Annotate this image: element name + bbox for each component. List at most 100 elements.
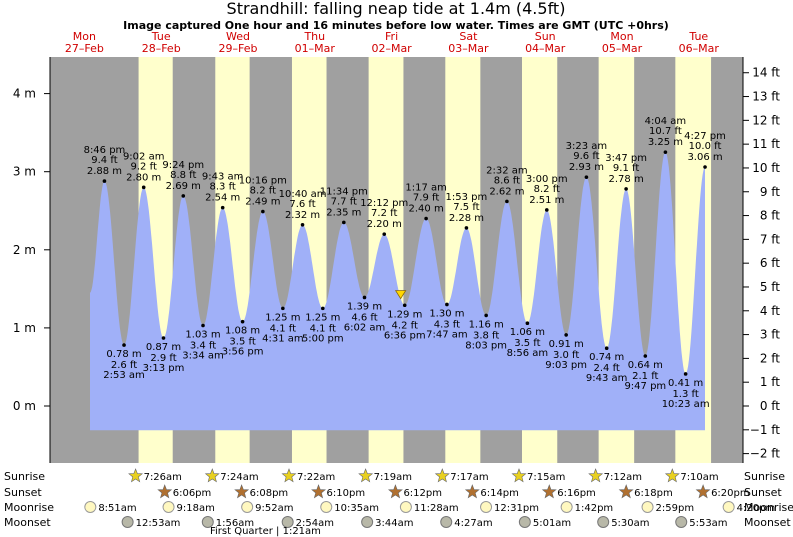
tide-m-label: 1.30 m	[429, 308, 464, 319]
tide-m-label: 2.40 m	[409, 204, 444, 215]
tide-time-label: 1:17 am	[405, 183, 447, 194]
tide-point	[161, 336, 166, 340]
moonset-time: 12:53am	[136, 518, 181, 529]
tide-m-label: 2.62 m	[489, 186, 524, 197]
left-axis: 4 m 3 m 2 m 1 m 0 m	[13, 57, 51, 463]
sunset-time: 6:12pm	[403, 488, 442, 499]
sunrise-time: 7:10am	[680, 472, 718, 483]
tide-ft-label: 7.9 ft	[413, 193, 439, 204]
plot-area	[50, 57, 743, 463]
right-tick-label: 10 ft	[752, 161, 780, 175]
tide-time-label: 11:34 pm	[320, 186, 368, 197]
left-tick-label: 4 m	[13, 87, 36, 101]
moonrise-time: 12:31pm	[494, 503, 539, 514]
tide-ft-label: 9.6 ft	[573, 151, 599, 162]
moonrise-icon	[480, 501, 493, 513]
tide-point	[424, 216, 428, 221]
tide-time-label: 3:00 pm	[526, 174, 568, 185]
day-name: Sat	[459, 30, 478, 43]
tide-point	[362, 295, 367, 300]
tide-point	[484, 313, 488, 318]
tide-m-label: 0.87 m	[146, 342, 181, 353]
tide-point	[261, 209, 265, 214]
sunset-row-label-right: Sunset	[744, 486, 782, 499]
day-date: 29–Feb	[219, 42, 258, 55]
moonrise-time: 11:28am	[414, 503, 459, 514]
right-tick-label: 11 ft	[752, 137, 780, 151]
left-tick-label: 0 m	[13, 399, 36, 413]
sunset-time: 6:08pm	[250, 488, 289, 499]
day-name: Wed	[226, 30, 250, 43]
day-date: 27–Feb	[65, 42, 104, 55]
moonrise-time: 2:59pm	[656, 503, 695, 514]
moonset-icon	[597, 516, 610, 528]
moonrise-icon	[84, 501, 97, 513]
day-date: 01–Mar	[295, 42, 336, 55]
moonrise-time: 4:20pm	[737, 503, 776, 514]
tide-ft-label: 4.2 ft	[392, 320, 418, 331]
tide-point	[624, 187, 628, 191]
tide-ft-label: 8.8 ft	[170, 170, 196, 181]
tide-m-label: 2.93 m	[569, 162, 604, 173]
sunrise-icon	[511, 468, 527, 483]
tide-point	[220, 205, 225, 210]
sunset-icon	[157, 484, 173, 499]
day-name: Thu	[303, 30, 325, 43]
sunrise-time: 7:12am	[604, 472, 642, 483]
tide-m-label: 1.16 m	[469, 319, 504, 330]
tide-time-label: 9:43 am	[202, 172, 244, 183]
tide-ft-label: 8.6 ft	[494, 175, 520, 186]
tide-point	[703, 165, 707, 169]
tide-ft-label: 4.3 ft	[434, 319, 460, 330]
tide-time-label: 5:00 pm	[302, 333, 344, 344]
tide-time-label: 3:23 am	[566, 141, 608, 152]
moonset-row-label-right: Moonset	[744, 516, 791, 529]
sunrise-time: 7:15am	[527, 472, 565, 483]
tide-ft-label: 3.5 ft	[514, 338, 540, 349]
tide-ft-label: 8.2 ft	[250, 186, 276, 197]
tide-m-label: 2.28 m	[449, 213, 484, 224]
tide-ft-label: 8.3 ft	[210, 182, 236, 193]
tide-point	[683, 372, 688, 376]
day-date: 02–Mar	[371, 42, 412, 55]
day-name: Fri	[385, 30, 398, 43]
sunrise-icon	[664, 468, 680, 483]
tide-ft-label: 2.4 ft	[594, 363, 620, 374]
moonrise-time: 10:35am	[334, 503, 379, 514]
moonrise-time: 9:52am	[255, 503, 293, 514]
right-tick-label: 12 ft	[752, 113, 780, 127]
tide-ft-label: 7.2 ft	[371, 208, 397, 219]
moon-phase-note: First Quarter | 1:21am	[210, 526, 321, 537]
tide-time-label: 10:40 am	[279, 189, 327, 200]
tide-time-label: 8:03 pm	[465, 340, 507, 351]
tide-ft-label: 3.5 ft	[229, 337, 255, 348]
tide-m-label: 1.08 m	[225, 326, 260, 337]
right-tick-label: 14 ft	[752, 66, 780, 80]
moonrise-row-label: Moonrise	[4, 501, 54, 514]
sunset-time: 6:10pm	[327, 488, 366, 499]
moonset-time: 5:30am	[611, 518, 649, 529]
moonrise-icon	[722, 501, 735, 513]
right-tick-label: 7 ft	[760, 232, 780, 246]
tide-time-label: 3:13 pm	[143, 363, 185, 374]
tide-ft-label: 9.2 ft	[131, 161, 157, 172]
tide-ft-label: 8.2 ft	[534, 184, 560, 195]
sunset-time: 6:18pm	[634, 488, 673, 499]
right-tick-label: 5 ft	[760, 280, 780, 294]
tide-ft-label: 7.6 ft	[289, 199, 315, 210]
tide-point	[402, 303, 407, 308]
tide-ft-label: 4.1 ft	[270, 323, 296, 334]
tide-point	[321, 306, 325, 311]
moonset-icon	[440, 516, 453, 528]
right-tick-label: 0 ft	[760, 399, 780, 413]
tide-point	[281, 306, 285, 311]
tide-ft-label: 2.9 ft	[150, 353, 176, 364]
tide-m-label: 3.06 m	[687, 152, 722, 163]
moonset-icon	[518, 516, 531, 528]
tide-m-label: 2.49 m	[245, 197, 280, 208]
tide-time-label: 3:34 am	[182, 351, 224, 362]
day-date: 28–Feb	[142, 42, 181, 55]
tide-time-label: 4:27 pm	[684, 131, 726, 142]
day-headers: Mon27–FebTue28–FebWed29–FebThu01–MarFri0…	[65, 30, 719, 55]
tide-point	[300, 223, 305, 227]
